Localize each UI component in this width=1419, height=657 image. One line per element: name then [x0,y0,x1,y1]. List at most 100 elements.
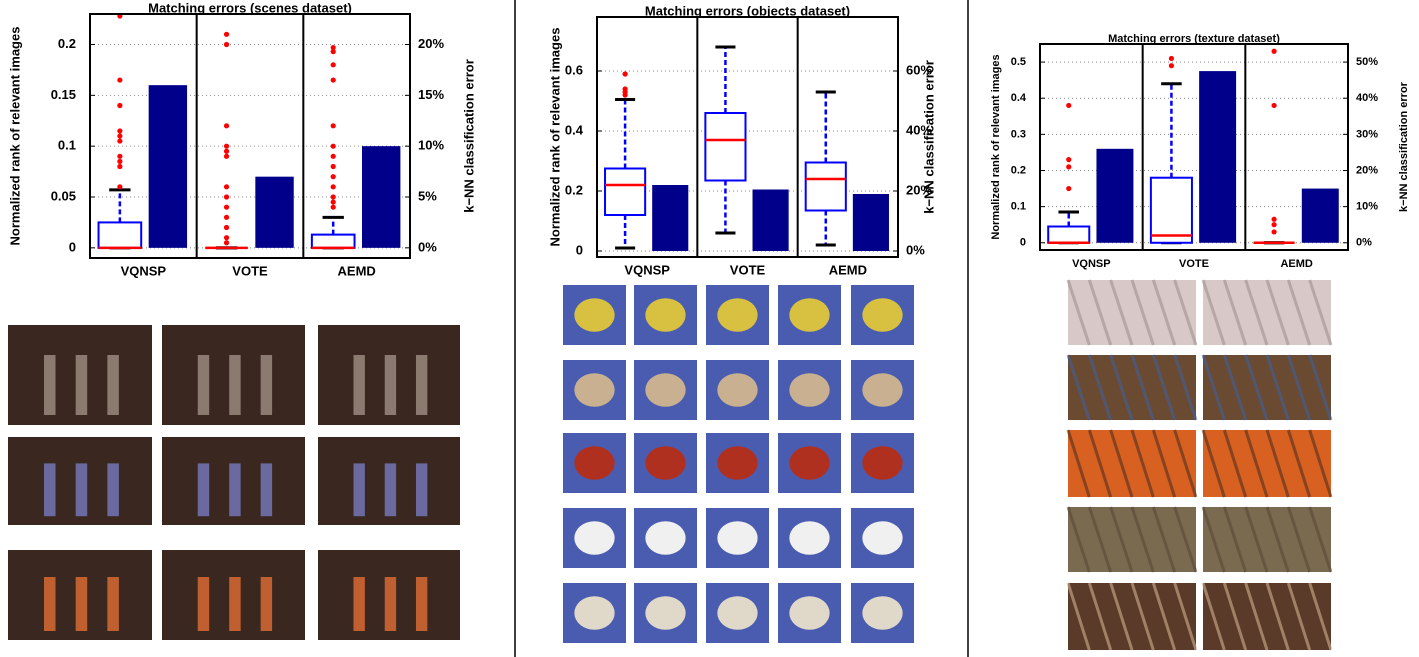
outlier [331,77,336,82]
y2-axis-label: k−NN classification error [1398,81,1410,212]
photo-detail [416,355,427,415]
photo-detail [76,355,88,415]
y2-tick-label: 50% [1356,56,1378,68]
x-tick-label: VQNSP [624,262,670,277]
y-tick-label: 0.5 [1011,56,1026,68]
photo-detail [261,463,272,516]
bar [1199,71,1236,243]
outlier [1169,63,1174,68]
y-tick-label: 0.3 [1011,128,1026,140]
outlier [1066,164,1071,169]
outlier [331,194,336,199]
photo-detail [645,373,685,407]
photo-detail [76,577,88,631]
y-tick-label: 0.2 [1011,164,1026,176]
y2-tick-label: 0% [418,239,437,254]
x-tick-label: VOTE [232,263,268,278]
bar [149,85,187,248]
outlier [117,164,122,169]
outlier [224,123,229,128]
bar [753,190,789,252]
y2-axis-label: k−NN classification error [461,59,476,213]
photo-detail [198,463,209,516]
photo-detail [354,355,365,415]
photo-detail [107,355,119,415]
outlier [1066,103,1071,108]
y2-tick-label: 30% [1356,128,1378,140]
x-tick-label: AEMD [1280,258,1312,270]
photo-detail [574,596,614,630]
outlier [1271,222,1276,227]
x-tick-label: VOTE [730,262,766,277]
outlier [1271,229,1276,234]
outlier [331,49,336,54]
outlier [224,225,229,230]
outlier [117,154,122,159]
outlier [117,133,122,138]
outlier [1066,157,1071,162]
outlier [224,235,229,240]
photo-detail [261,355,272,415]
y2-tick-label: 20% [906,182,932,197]
outlier [1271,217,1276,222]
photo-detail [862,596,902,630]
bar [1096,149,1133,243]
outlier [224,184,229,189]
photo-detail [574,298,614,332]
photo-detail [574,373,614,407]
y2-tick-label: 5% [418,188,437,203]
outlier [117,184,122,189]
y-tick-label: 0.4 [1011,92,1027,104]
photo-detail [717,298,757,332]
outlier [1271,103,1276,108]
outlier [331,62,336,67]
outlier [331,205,336,210]
photo-detail [354,463,365,516]
outlier [1066,186,1071,191]
outlier [224,194,229,199]
photo-detail [354,577,365,631]
photo-detail [229,463,240,516]
photo-detail [574,446,614,480]
photo-detail [574,521,614,555]
y2-tick-label: 10% [418,138,444,153]
photo-detail [385,463,396,516]
outlier [331,184,336,189]
photo-detail [862,373,902,407]
y-tick-label: 0 [1020,237,1026,249]
outlier [224,149,229,154]
photo-detail [416,463,427,516]
x-tick-label: AEMD [829,262,867,277]
y2-tick-label: 10% [1356,201,1378,213]
box [605,169,645,216]
outlier [331,164,336,169]
page: Matching errors (scenes dataset)Normaliz… [0,0,1419,657]
y2-tick-label: 20% [1356,164,1378,176]
outlier [224,42,229,47]
outlier [117,103,122,108]
photo-detail [789,596,829,630]
y2-tick-label: 0% [906,242,925,257]
photo-detail [862,521,902,555]
outlier [331,144,336,149]
photo-detail [385,577,396,631]
x-tick-label: VOTE [1179,258,1209,270]
figure: Matching errors (scenes dataset)Normaliz… [0,0,1419,657]
photo-detail [198,577,209,631]
outlier [224,32,229,37]
box [1048,227,1089,243]
outlier [331,154,336,159]
outlier [117,128,122,133]
box [806,163,846,211]
bar [652,185,688,251]
photo-detail [44,577,56,631]
photo-detail [229,577,240,631]
photo-detail [645,298,685,332]
bar [853,194,889,251]
photo-detail [789,298,829,332]
photo-detail [717,596,757,630]
photo-detail [261,577,272,631]
y-tick-label: 0.2 [565,182,583,197]
outlier [622,92,627,97]
photo-detail [645,446,685,480]
